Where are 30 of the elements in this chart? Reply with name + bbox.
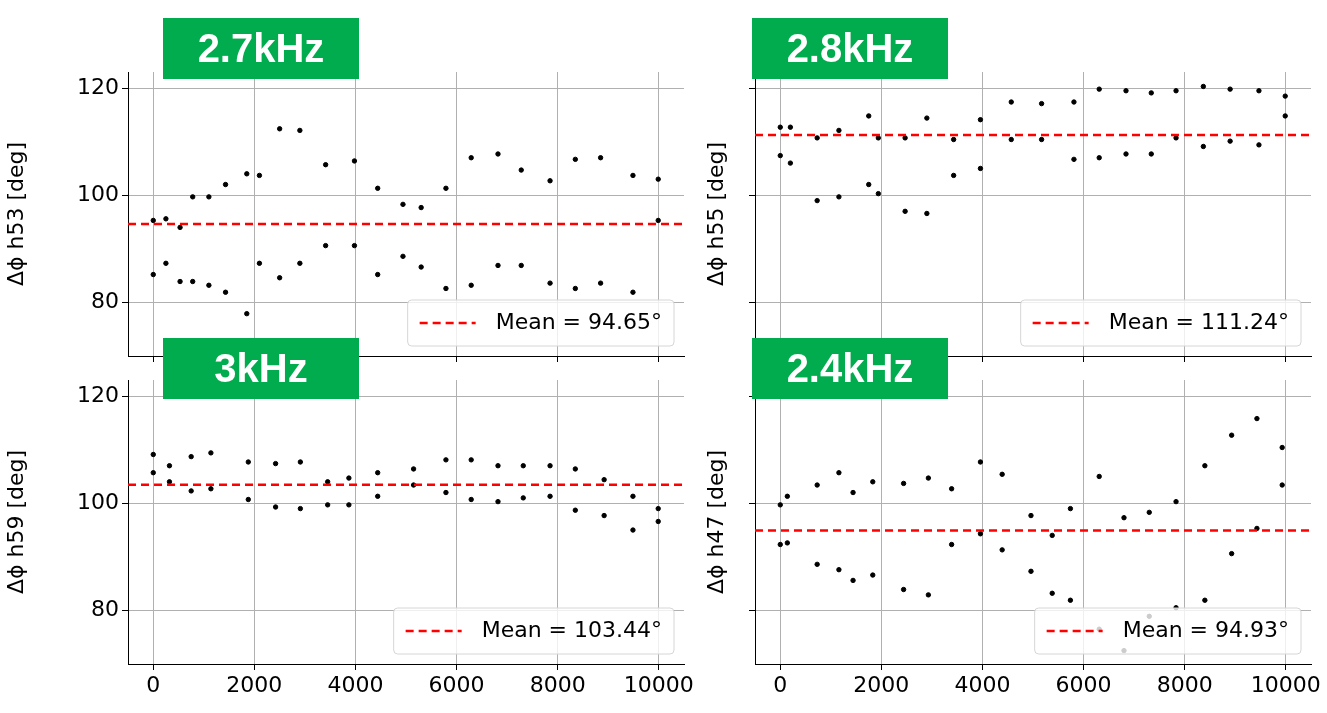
y-tick-label: 100	[77, 488, 119, 514]
y-tick-label: 120	[77, 381, 119, 407]
x-tick-label: 6000	[428, 671, 485, 697]
chart-title: 3kHz	[163, 338, 359, 399]
y-axis-title: Δϕ h59 [deg]	[2, 449, 28, 595]
y-axis-title: Δϕ h47 [deg]	[702, 449, 728, 595]
y-axis-title: Δϕ h53 [deg]	[2, 141, 28, 287]
y-tick-label: 80	[91, 288, 119, 314]
chart-title: 2.8kHz	[752, 18, 948, 79]
legend-label: Mean = 94.93°	[1122, 616, 1289, 642]
legend-label: Mean = 103.44°	[481, 616, 662, 642]
chart-title: 2.4kHz	[752, 338, 948, 399]
x-tick-label: 2000	[226, 671, 283, 697]
y-tick-label: 80	[91, 596, 119, 622]
x-tick-label: 8000	[1156, 671, 1213, 697]
x-tick-label: 0	[773, 671, 788, 697]
y-tick-label: 100	[77, 180, 119, 206]
x-tick-label: 6000	[1055, 671, 1112, 697]
x-tick-label: 10000	[1250, 671, 1321, 697]
x-tick-label: 0	[146, 671, 161, 697]
x-tick-label: 2000	[853, 671, 910, 697]
legend-label: Mean = 111.24°	[1108, 308, 1289, 334]
x-tick-label: 8000	[529, 671, 586, 697]
x-tick-label: 4000	[954, 671, 1011, 697]
x-tick-label: 4000	[327, 671, 384, 697]
chart-title: 2.7kHz	[163, 18, 359, 79]
y-axis-title: Δϕ h55 [deg]	[702, 141, 728, 287]
x-tick-label: 10000	[623, 671, 694, 697]
y-tick-label: 120	[77, 73, 119, 99]
legend-label: Mean = 94.65°	[495, 308, 662, 334]
